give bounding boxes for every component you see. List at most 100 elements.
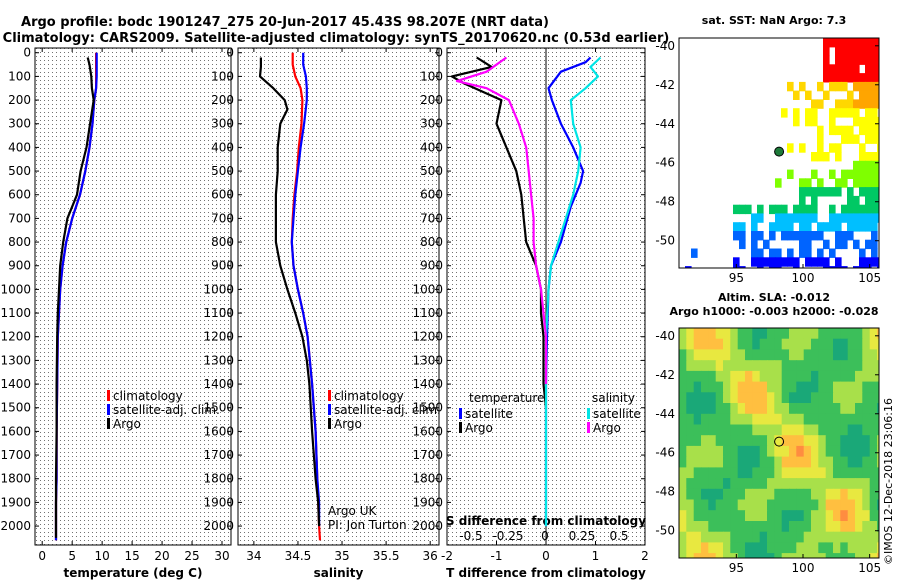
map-cell [679, 553, 687, 558]
map-cell [708, 542, 717, 554]
map-cell [679, 349, 687, 361]
depth-tick-label: 1300 [203, 353, 234, 367]
depth-tick-label: 1700 [0, 448, 31, 462]
map-cell [686, 413, 695, 426]
map-cell [847, 392, 856, 404]
map-cell [796, 328, 805, 340]
x-tick-label: 36 [423, 549, 438, 563]
map-cell [871, 116, 878, 127]
map-cell [767, 381, 775, 393]
map-cell [835, 99, 842, 109]
map-cell [686, 349, 695, 361]
map-frame [678, 37, 880, 269]
top-x-tick-label: -0.5 [459, 529, 482, 543]
map-cell [855, 424, 863, 436]
map-cell [767, 467, 775, 479]
map-cell [679, 381, 687, 393]
map-cell [723, 413, 731, 426]
map-cell [877, 99, 879, 109]
map-cell [752, 413, 761, 426]
map-cell [789, 445, 797, 458]
map-cell [811, 231, 818, 241]
map-cell [774, 381, 783, 393]
depth-tick-label: 1900 [0, 495, 31, 509]
map-cell [730, 392, 739, 404]
map-cell [803, 478, 812, 490]
map-cell [823, 266, 830, 268]
x-tick-label: 30 [214, 549, 229, 563]
map-cell [877, 213, 879, 223]
map-cell [840, 456, 849, 468]
map-cell [803, 542, 812, 554]
map-cell [693, 413, 702, 426]
map-cell [823, 152, 830, 162]
map-cell [877, 435, 879, 447]
map-cell [811, 370, 819, 383]
map-cell [745, 478, 753, 490]
series-line-salinity-satellite [544, 56, 602, 527]
map-cell [818, 456, 827, 468]
map-cell [811, 204, 818, 215]
map-cell [799, 222, 806, 232]
map-cell [774, 499, 783, 511]
map-cell [708, 349, 717, 361]
map-cell [796, 478, 805, 490]
map-cell [829, 143, 836, 153]
map-cell [701, 435, 709, 447]
map-cell [745, 360, 753, 372]
map-cell [781, 542, 790, 554]
legend-label: Argo [465, 421, 493, 435]
map-cell [847, 134, 854, 144]
map-cell [829, 125, 836, 136]
map-cell [833, 360, 841, 372]
map-cell [757, 213, 764, 223]
map-cell [833, 542, 841, 554]
map-cell [862, 488, 871, 501]
depth-tick-label: 1400 [0, 377, 31, 391]
map-cell [708, 488, 717, 501]
map-cell [796, 445, 805, 458]
map-cell [811, 328, 819, 340]
map-cell [841, 134, 848, 144]
map-cell [715, 456, 724, 468]
map-cell [737, 478, 746, 490]
depth-tick-label: 300 [8, 117, 31, 131]
map-cell [859, 90, 866, 100]
map-cell [701, 488, 709, 501]
map-cell [825, 424, 834, 436]
map-cell [796, 349, 805, 361]
top-x-tick-label: -0.25 [492, 529, 523, 543]
map-cell [847, 187, 854, 197]
map-cell [757, 257, 764, 267]
map-cell [774, 403, 783, 415]
map-cell [733, 231, 740, 241]
map-cell [745, 521, 753, 533]
map-cell [835, 222, 842, 232]
depth-tick-label: 700 [211, 211, 234, 225]
map-cell [723, 392, 731, 404]
map-cell [759, 403, 768, 415]
map-cell [869, 360, 878, 372]
map-cell [733, 222, 740, 232]
map-cell [737, 328, 746, 340]
map-cell [865, 81, 872, 92]
map-cell [833, 349, 841, 361]
map-cell [737, 488, 746, 501]
map-cell [825, 381, 834, 393]
map-cell [759, 456, 768, 468]
map-cell [825, 338, 834, 350]
map-cell [853, 64, 860, 74]
map-cell [877, 38, 879, 48]
map-cell [818, 413, 827, 426]
map-cell [679, 521, 687, 533]
map-cell [833, 328, 841, 340]
map-cell [752, 553, 761, 558]
map-cell [877, 169, 879, 179]
map-cell [723, 360, 731, 372]
map-cell [757, 204, 764, 215]
map-cell [811, 195, 818, 206]
map-cell [701, 338, 709, 350]
map-cell [781, 531, 790, 543]
map-cell [877, 195, 879, 206]
map-cell [871, 239, 878, 250]
